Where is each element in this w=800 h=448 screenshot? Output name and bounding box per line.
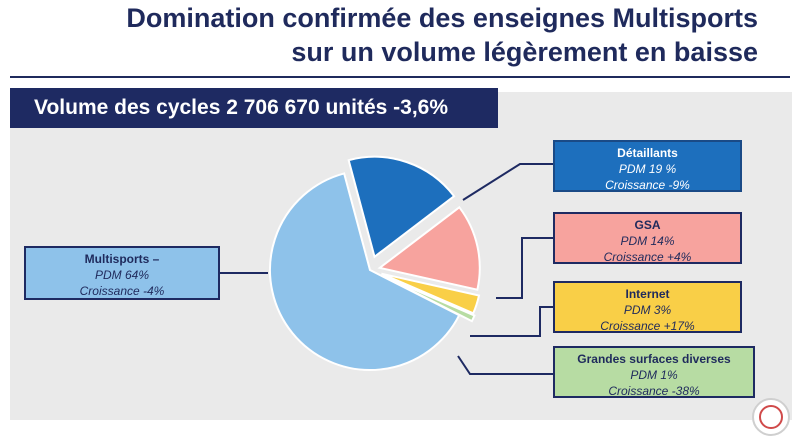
circular-logo-icon bbox=[752, 398, 790, 436]
label-grandes-surfaces-diverses: Grandes surfaces diverses PDM 1% Croissa… bbox=[553, 346, 755, 398]
connector-gsa bbox=[496, 237, 553, 299]
label-gsa-name: GSA bbox=[634, 218, 661, 232]
label-detaillants-name: Détaillants bbox=[617, 146, 678, 160]
page-title-line-1: Domination confirmée des enseignes Multi… bbox=[126, 3, 758, 33]
label-gsd-name: Grandes surfaces diverses bbox=[577, 352, 731, 366]
label-internet-growth: Croissance +17% bbox=[600, 319, 695, 333]
label-multisports-share: PDM 64% bbox=[94, 268, 150, 282]
connector-internet bbox=[470, 306, 553, 337]
connector-grandes-surfaces-diverses bbox=[457, 355, 553, 375]
page-title-line-2: sur un volume légèrement en baisse bbox=[291, 37, 758, 67]
title-divider bbox=[10, 76, 790, 78]
label-internet: Internet PDM 3% Croissance +17% bbox=[553, 281, 742, 333]
label-gsa: GSA PDM 14% Croissance +4% bbox=[553, 212, 742, 264]
label-internet-name: Internet bbox=[625, 287, 670, 301]
label-multisports-name: Multisports – bbox=[84, 252, 160, 266]
connector-detaillants bbox=[462, 163, 553, 201]
label-detaillants-share: PDM 19 % bbox=[618, 162, 677, 176]
label-internet-share: PDM 3% bbox=[623, 303, 672, 317]
label-detaillants-growth: Croissance -9% bbox=[605, 178, 690, 192]
label-gsd-growth: Croissance -38% bbox=[608, 384, 700, 398]
volume-banner: Volume des cycles 2 706 670 unités -3,6% bbox=[10, 88, 498, 128]
label-gsa-growth: Croissance +4% bbox=[603, 250, 692, 264]
label-gsa-share: PDM 14% bbox=[620, 234, 675, 248]
label-gsd-share: PDM 1% bbox=[630, 368, 678, 382]
pie-slice-internet bbox=[381, 272, 481, 315]
label-multisports-growth: Croissance -4% bbox=[79, 284, 165, 298]
label-multisports: Multisports – PDM 64% Croissance -4% bbox=[24, 246, 220, 300]
label-detaillants: Détaillants PDM 19 % Croissance -9% bbox=[553, 140, 742, 192]
pie-slice-multisports bbox=[269, 172, 461, 371]
pie-slice-detaillants bbox=[347, 155, 456, 259]
pie-slice-gsa bbox=[377, 205, 481, 291]
